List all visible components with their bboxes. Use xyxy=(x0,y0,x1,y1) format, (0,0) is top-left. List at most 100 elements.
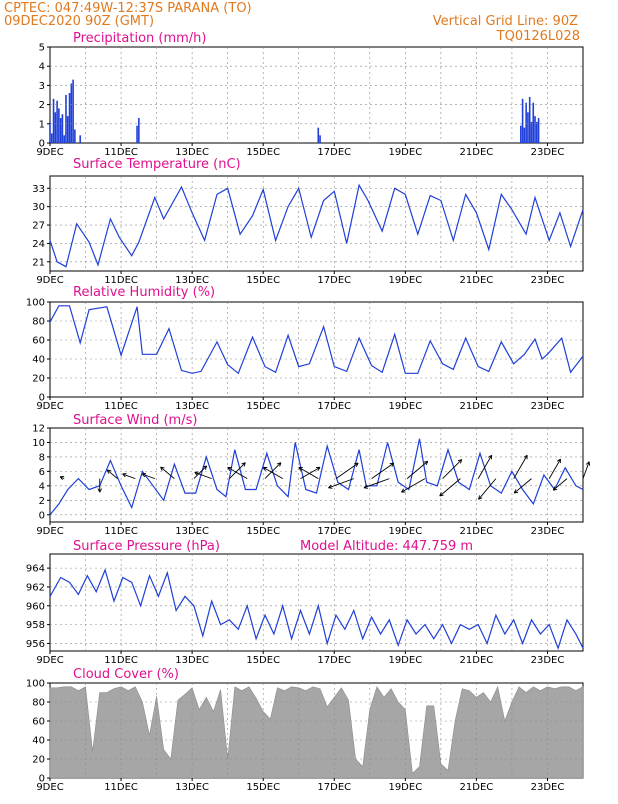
x-tick-label: 11DEC xyxy=(104,655,138,666)
x-tick-label: 15DEC xyxy=(246,782,280,793)
y-tick-label: 964 xyxy=(26,564,45,575)
precip-bar xyxy=(54,112,57,143)
x-tick-label: 13DEC xyxy=(175,275,209,286)
wind-vector-head xyxy=(298,466,303,471)
precip-bar xyxy=(50,133,53,143)
wind-vector xyxy=(298,466,319,480)
y-tick-label: 4 xyxy=(39,481,45,492)
precip-bar xyxy=(65,95,67,143)
precip-bar xyxy=(72,79,74,143)
precip-bar xyxy=(528,96,531,143)
x-tick-label: 15DEC xyxy=(246,275,280,286)
precip-bar xyxy=(56,100,58,143)
header-grid-note: Vertical Grid Line: 90Z xyxy=(433,14,578,29)
wind-vector xyxy=(300,466,321,480)
y-tick-label: 10 xyxy=(32,438,45,449)
wind-vector xyxy=(335,462,359,479)
precip-bar xyxy=(74,129,76,143)
x-tick-label: 9DEC xyxy=(36,782,63,793)
x-tick-label: 21DEC xyxy=(460,655,494,666)
panel-0: 0 1 2 3 4 5 9DEC 11DEC 13DEC 15DEC 17DEC 19DEC 21DEC… xyxy=(36,31,584,158)
y-tick-label: 1 xyxy=(39,119,45,130)
wind-vector xyxy=(582,461,590,479)
x-tick-label: 17DEC xyxy=(317,782,351,793)
panel-title: Precipitation (mm/h) xyxy=(73,31,206,46)
wind-vector xyxy=(106,469,118,479)
y-tick-label: 5 xyxy=(39,43,45,54)
wind-vector-head xyxy=(439,492,444,497)
wind-vector xyxy=(122,473,136,480)
precip-bar xyxy=(525,102,527,143)
wind-vector xyxy=(548,458,561,479)
panel-2: 0 20 40 60 80 100 9DEC 11DEC 13DEC 15DEC 17DEC 19DE… xyxy=(26,285,584,412)
wind-vector xyxy=(513,455,528,479)
wind-vector-head xyxy=(106,469,112,474)
precip-bar xyxy=(68,93,71,143)
x-tick-label: 19DEC xyxy=(388,782,422,793)
precip-bar xyxy=(317,127,320,143)
series-line xyxy=(49,438,584,516)
y-tick-label: 100 xyxy=(26,679,45,690)
y-tick-label: 21 xyxy=(32,257,45,268)
y-tick-label: 40 xyxy=(32,355,45,366)
y-tick-label: 4 xyxy=(39,62,45,73)
x-tick-label: 15DEC xyxy=(246,655,280,666)
wind-vector-head xyxy=(227,466,232,471)
precip-bar xyxy=(536,121,538,143)
y-tick-label: 100 xyxy=(26,298,45,309)
wind-vector-head xyxy=(488,454,493,460)
wind-vector-head xyxy=(315,466,321,471)
x-tick-label: 11DEC xyxy=(104,782,138,793)
x-tick-label: 15DEC xyxy=(246,526,280,537)
x-tick-label: 23DEC xyxy=(531,275,565,286)
y-tick-label: 20 xyxy=(32,374,45,385)
x-tick-label: 9DEC xyxy=(36,655,63,666)
panel-frame xyxy=(49,46,584,144)
wind-vector xyxy=(513,478,532,494)
wind-vector xyxy=(477,455,493,479)
y-tick-label: 80 xyxy=(32,317,45,328)
wind-vector-head xyxy=(585,461,591,466)
x-tick-label: 15DEC xyxy=(246,401,280,412)
x-tick-label: 23DEC xyxy=(531,401,565,412)
wind-vector-head xyxy=(457,459,463,464)
precip-bar xyxy=(49,121,51,143)
wind-vector xyxy=(227,466,248,480)
x-tick-label: 19DEC xyxy=(388,147,422,158)
wind-vector-head xyxy=(328,484,333,489)
precip-bar xyxy=(79,135,82,143)
x-tick-label: 19DEC xyxy=(388,275,422,286)
x-tick-label: 21DEC xyxy=(460,526,494,537)
wind-vector-head xyxy=(556,458,561,464)
precip-bar xyxy=(63,135,66,143)
x-tick-label: 9DEC xyxy=(36,526,63,537)
x-tick-label: 11DEC xyxy=(104,147,138,158)
wind-vector xyxy=(328,478,354,489)
precip-bar xyxy=(520,125,522,143)
y-tick-label: 40 xyxy=(32,736,45,747)
y-tick-label: 27 xyxy=(32,221,45,232)
x-tick-label: 23DEC xyxy=(531,655,565,666)
wind-vector-head xyxy=(59,476,65,481)
x-tick-label: 21DEC xyxy=(460,401,494,412)
panel-4: 956 958 960 962 964 9DEC 11DEC 13DEC 15DEC 17DEC 1… xyxy=(26,539,584,666)
wind-vector xyxy=(552,478,568,491)
x-tick-label: 9DEC xyxy=(36,275,63,286)
x-tick-label: 21DEC xyxy=(460,275,494,286)
precip-bar xyxy=(59,118,62,143)
wind-vector xyxy=(263,466,283,480)
x-tick-label: 19DEC xyxy=(388,526,422,537)
y-tick-label: 3 xyxy=(39,81,45,92)
wind-vector-head xyxy=(276,462,282,467)
y-tick-label: 60 xyxy=(32,336,45,347)
wind-vector-head xyxy=(160,466,165,471)
wind-vector-head xyxy=(401,488,406,493)
series-line xyxy=(49,305,584,375)
precip-bar xyxy=(136,125,138,143)
x-tick-label: 11DEC xyxy=(104,275,138,286)
panel-title: Surface Wind (m/s) xyxy=(73,413,197,428)
panel-5: 0 20 40 60 80 100 9DEC 11DEC 13DEC 15DEC 17DEC 19DE… xyxy=(26,667,584,793)
x-tick-label: 17DEC xyxy=(317,147,351,158)
y-tick-label: 30 xyxy=(32,202,45,213)
x-tick-label: 13DEC xyxy=(175,782,209,793)
